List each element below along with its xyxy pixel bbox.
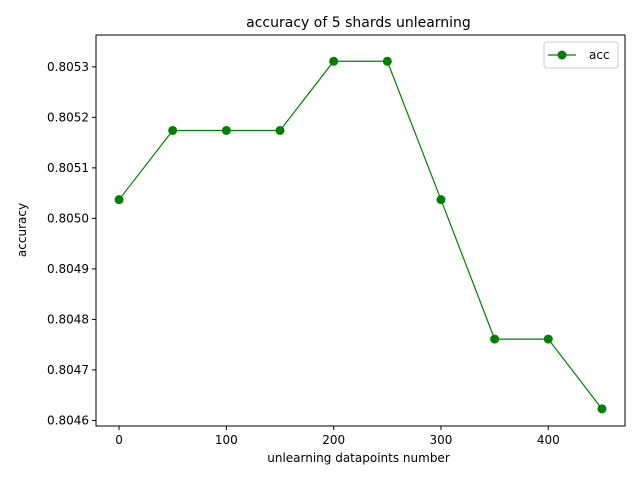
x-axis: 0 100 200 300 400 [115,426,560,447]
x-tick-label: 200 [322,433,345,447]
legend-label-acc: acc [589,48,610,62]
chart-title: accuracy of 5 shards unlearning [246,15,471,31]
y-axis: 0.8046 0.8047 0.8048 0.8049 0.8050 0.8051 0.80… [47,60,96,427]
y-tick-label: 0.8053 [47,60,89,74]
y-tick-label: 0.8051 [47,161,89,175]
plot-frame [95,34,626,427]
y-tick-label: 0.8050 [47,211,89,225]
x-tick-label: 300 [430,433,453,447]
y-tick-label: 0.8048 [47,312,89,326]
x-axis-label: unlearning datapoints number [267,451,450,465]
legend: acc [543,41,619,69]
x-tick-label: 100 [215,433,238,447]
legend-marker [557,50,567,60]
y-tick-label: 0.8046 [47,413,89,427]
data-point [221,125,231,135]
data-point [490,334,500,344]
data-point [382,56,392,66]
y-tick-label: 0.8049 [47,262,89,276]
data-point [543,334,553,344]
data-point [597,404,607,414]
y-tick-label: 0.8052 [47,110,89,124]
series-line-acc [118,60,603,410]
x-tick-label: 0 [115,433,123,447]
data-point [114,195,124,205]
series-layer [114,56,607,414]
data-point [329,56,339,66]
data-point [275,125,285,135]
y-axis-label: accuracy [15,203,29,257]
data-point [168,125,178,135]
x-tick-label: 400 [537,433,560,447]
y-tick-label: 0.8047 [47,363,89,377]
plot-area [95,34,626,427]
data-point [436,195,446,205]
legend-box [543,41,619,69]
